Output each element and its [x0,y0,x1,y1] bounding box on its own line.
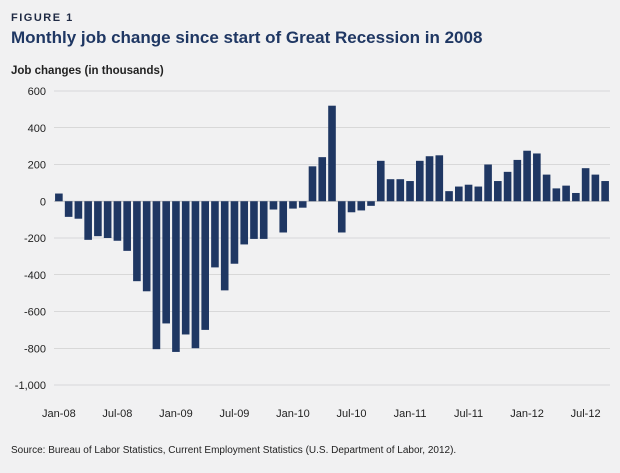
bar-jul-08 [113,201,122,241]
bar-feb-10 [298,201,307,208]
bar-sep-08 [133,201,141,282]
bar-jun-11 [455,186,463,202]
bar-jan-11 [406,181,414,202]
bar-mar-12 [542,174,551,202]
bar-sep-11 [484,164,492,202]
bar-oct-10 [376,160,385,202]
y-tick-labels: 600 400 200 0 -200 -400 -600 -800 -1,000 [15,86,46,392]
bar-jul-12 [581,168,590,202]
bar-aug-09 [240,201,249,245]
bar-feb-08 [64,201,73,217]
bars [55,105,609,352]
x-tick-label: Jul-08 [102,408,132,420]
figure-label: FIGURE 1 [11,12,74,24]
bar-jul-09 [230,201,239,264]
bar-aug-10 [357,201,366,211]
bar-oct-11 [494,181,502,202]
bar-jun-09 [220,201,229,291]
bar-apr-12 [552,188,561,202]
bar-nov-11 [503,171,512,202]
bar-feb-11 [415,160,424,202]
bar-jan-09 [172,201,180,352]
bar-mar-08 [74,201,83,219]
y-tick-label: -1,000 [15,380,46,392]
y-tick-label: -200 [24,233,46,245]
x-tick-label: Jan-11 [394,408,427,420]
source-note: Source: Bureau of Labor Statistics, Curr… [11,445,457,456]
x-tick-labels: Jan-08 Jul-08 Jan-09 Jul-09 Jan-10 Jul-10 Jan-… [42,408,601,420]
bar-mar-11 [425,156,434,202]
bar-sep-10 [367,201,375,206]
bar-may-10 [328,105,336,202]
bar-jun-12 [572,192,580,202]
bar-jan-12 [523,150,531,202]
bar-jun-08 [103,201,112,238]
bar-apr-08 [84,201,92,240]
bar-sep-12 [601,181,609,202]
bar-feb-12 [533,153,541,202]
bar-jul-10 [347,201,356,213]
bar-feb-09 [181,201,190,335]
bar-jan-08 [55,193,63,202]
bar-jun-10 [337,201,346,233]
bar-dec-10 [396,179,405,202]
y-tick-label: 400 [28,123,46,135]
bar-jul-11 [464,184,473,202]
x-tick-label: Jan-10 [276,408,310,420]
bar-mar-10 [308,166,317,202]
bar-aug-11 [474,186,483,202]
x-tick-label: Jul-12 [571,408,601,420]
x-tick-label: Jul-11 [454,408,483,420]
y-tick-label: 600 [28,86,46,98]
bar-may-08 [94,201,102,237]
bar-jan-10 [289,201,297,209]
bar-nov-08 [152,201,161,350]
bar-nov-09 [269,201,278,210]
x-tick-label: Jan-12 [510,408,544,420]
y-axis-label: Job changes (in thousands) [11,65,164,77]
bar-dec-09 [279,201,288,233]
y-tick-label: 200 [28,160,46,172]
y-tick-label: -600 [24,307,46,319]
bar-apr-10 [318,157,327,202]
bar-may-11 [445,191,453,202]
bar-may-12 [562,185,570,202]
bar-mar-09 [191,201,200,349]
bar-apr-11 [435,155,444,202]
bar-dec-11 [513,159,522,202]
bar-oct-09 [259,201,268,239]
chart-title: Monthly job change since start of Great … [11,28,483,47]
bar-dec-08 [162,201,170,324]
bar-apr-09 [201,201,209,330]
bar-may-09 [211,201,219,268]
bar-aug-12 [591,174,600,202]
y-tick-label: -800 [24,343,46,355]
x-tick-label: Jan-08 [42,408,76,420]
bar-sep-09 [250,201,258,239]
y-tick-label: 0 [40,196,46,208]
x-tick-label: Jul-10 [337,408,367,420]
y-tick-label: -400 [24,270,46,282]
x-tick-label: Jan-09 [159,408,193,420]
bar-oct-08 [142,201,151,292]
bar-nov-10 [386,179,395,202]
x-tick-label: Jul-09 [219,408,249,420]
bar-aug-08 [123,201,131,251]
